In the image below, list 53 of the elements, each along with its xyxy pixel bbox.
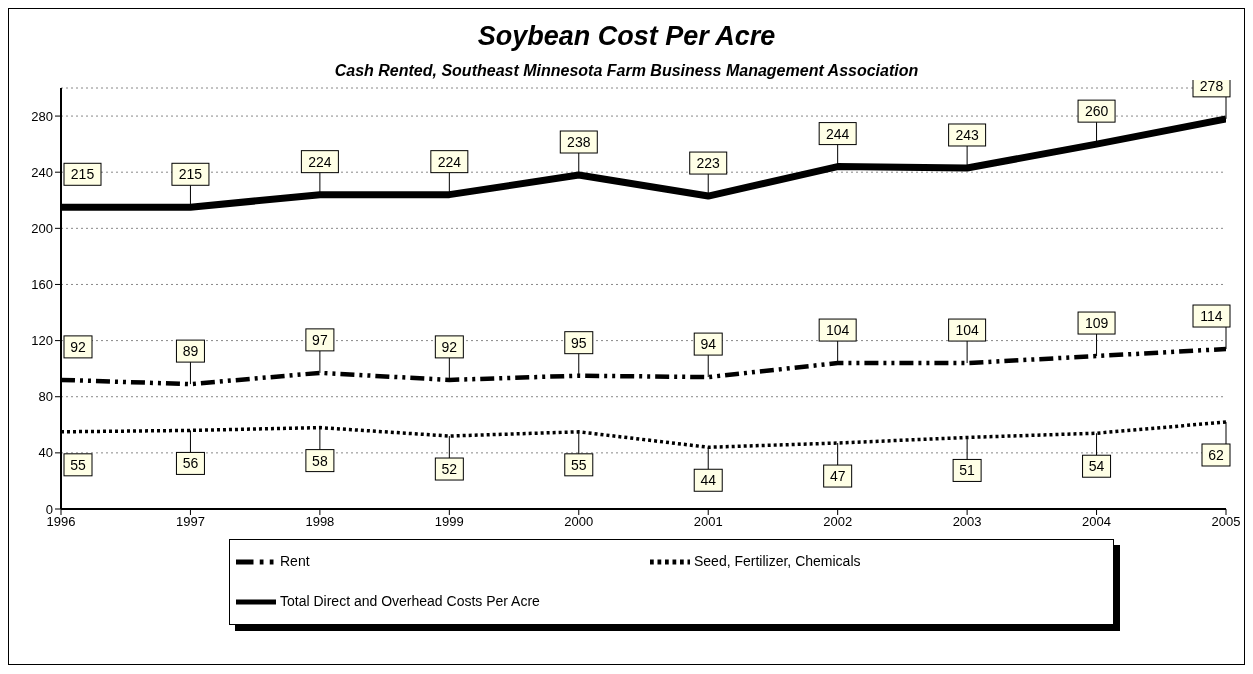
data-label: 58 — [312, 452, 328, 469]
x-tick-label: 2002 — [823, 514, 853, 530]
data-label: 95 — [570, 334, 587, 351]
data-label: 104 — [955, 322, 979, 339]
data-label: 54 — [1088, 458, 1105, 475]
legend-label: Rent — [280, 552, 311, 569]
x-tick-label: 1998 — [305, 514, 335, 530]
data-label: 224 — [437, 153, 462, 170]
y-tick-label: 0 — [45, 501, 53, 517]
data-label: 109 — [1084, 315, 1109, 332]
data-label: 260 — [1084, 103, 1109, 120]
x-tick-label: 2004 — [1082, 514, 1112, 530]
data-label: 47 — [829, 468, 846, 485]
y-tick-label: 40 — [38, 445, 53, 461]
legend-label: Total Direct and Overhead Costs Per Acre — [280, 592, 541, 609]
y-tick-label: 200 — [31, 220, 53, 236]
data-label: 94 — [700, 336, 717, 353]
y-tick-label: 240 — [31, 164, 53, 180]
data-label: 56 — [182, 455, 199, 472]
data-label: 223 — [696, 155, 721, 172]
y-tick-label: 160 — [31, 277, 53, 293]
data-label: 55 — [70, 456, 86, 473]
x-tick-label: 2001 — [693, 514, 723, 530]
data-label: 44 — [700, 472, 717, 489]
data-label: 92 — [441, 338, 458, 355]
x-tick-label: 2000 — [564, 514, 594, 530]
x-tick-label: 1999 — [434, 514, 464, 530]
data-label: 92 — [70, 338, 86, 355]
data-label: 55 — [570, 456, 587, 473]
data-label: 89 — [182, 343, 199, 360]
y-tick-label: 80 — [38, 389, 53, 405]
data-label: 97 — [312, 331, 328, 348]
data-label: 224 — [308, 153, 332, 170]
x-tick-label: 1997 — [175, 514, 205, 530]
y-tick-label: 280 — [31, 108, 53, 124]
data-label: 238 — [567, 134, 591, 151]
data-label: 104 — [825, 322, 850, 339]
data-label: 215 — [178, 166, 203, 183]
chart-subtitle: Cash Rented, Southeast Minnesota Farm Business Management Association — [334, 62, 919, 79]
data-label: 244 — [825, 125, 850, 142]
x-tick-label: 1996 — [46, 514, 76, 530]
data-label: 52 — [441, 461, 458, 478]
data-label: 51 — [959, 462, 976, 479]
x-tick-label: 2003 — [952, 514, 982, 530]
data-label: 243 — [955, 126, 979, 143]
y-tick-label: 120 — [31, 333, 53, 349]
data-label: 278 — [1199, 77, 1224, 94]
data-label: 62 — [1208, 446, 1224, 463]
x-tick-label: 2005 — [1211, 514, 1241, 530]
chart-title: Soybean Cost Per Acre — [476, 21, 777, 52]
legend-label: Seed, Fertilizer, Chemicals — [694, 552, 862, 569]
data-label: 114 — [1200, 308, 1223, 325]
data-label: 215 — [70, 166, 95, 183]
